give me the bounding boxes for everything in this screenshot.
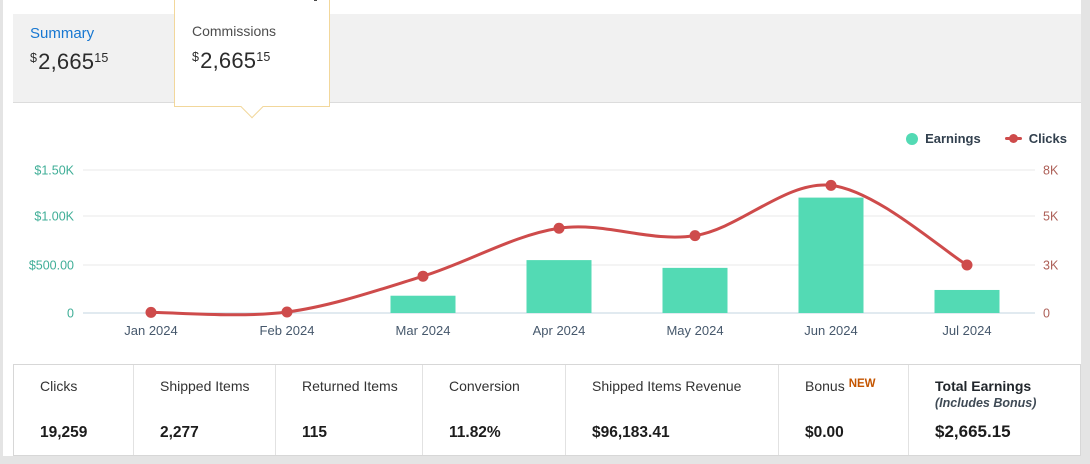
left-axis-tick: $500.00 (29, 259, 74, 273)
stat-cell-clicks: Clicks 19,259 (14, 365, 133, 455)
stat-label-text: Returned Items (302, 378, 398, 394)
summary-amount-whole: 2,665 (38, 49, 95, 74)
tooltip-value: $2,66515 (192, 48, 329, 74)
chart-legend: Earnings Clicks (906, 131, 1067, 146)
clicks-point (145, 306, 157, 318)
combo-chart[interactable]: $1.50K $1.00K $500.00 0 8K 5K 3K 0 Jan 2024 Feb 2… (3, 103, 1081, 356)
tooltip-label: Commissions (192, 23, 277, 39)
legend-label: Clicks (1028, 131, 1067, 146)
legend-item-clicks[interactable]: Clicks (1004, 131, 1067, 146)
clicks-point (825, 179, 837, 191)
clicks-point (689, 230, 701, 242)
tooltip-amount-cents: 15 (256, 50, 271, 64)
new-badge: NEW (848, 378, 876, 390)
right-axis-tick: 0 (1043, 307, 1050, 321)
stat-sublabel: (Includes Bonus) (935, 396, 1037, 411)
summary-total-value: $2,66515 (30, 49, 109, 75)
right-axis-tick: 5K (1043, 210, 1059, 224)
stat-value: 11.82% (449, 424, 501, 441)
stat-label: Bonus NEW (805, 378, 902, 395)
clicks-point (417, 270, 429, 282)
right-axis-tick: 3K (1043, 259, 1059, 273)
earnings-bar (798, 197, 864, 313)
commissions-tooltip: Commissions $2,66515 (174, 0, 330, 119)
stat-cell-bonus: Bonus NEW $0.00 (778, 365, 908, 455)
earnings-bar (526, 260, 592, 313)
stat-label: Conversion (449, 378, 559, 394)
stat-value: 115 (302, 424, 328, 441)
summary-tab-label[interactable]: Summary (30, 25, 95, 42)
stats-table: Clicks 19,259 Shipped Items 2,277 Returned I… (13, 364, 1081, 456)
chart-section: Earnings Clicks $1.50K $1.00K $500.00 0 8K 5K 3… (3, 103, 1081, 364)
stat-label: Returned Items (302, 378, 416, 394)
earnings-dashboard: Summary $2,66515 Commissions $2,66515 Ea… (3, 0, 1081, 456)
tooltip-amount-whole: 2,665 (200, 48, 257, 73)
clicks-point (553, 222, 565, 234)
stat-label-text: Bonus (805, 378, 845, 394)
x-axis-label: Mar 2024 (396, 323, 451, 338)
clicks-point (961, 259, 973, 271)
stat-cell-shipped-items-revenue: Shipped Items Revenue $96,183.41 (565, 365, 778, 455)
dot-icon (1008, 134, 1018, 143)
x-axis-label: Feb 2024 (260, 323, 315, 338)
circle-icon (906, 132, 919, 145)
right-axis-tick: 8K (1043, 164, 1059, 178)
stat-value: $0.00 (805, 424, 844, 441)
stat-label: Total Earnings (935, 378, 1074, 394)
stat-label-text: Conversion (449, 378, 520, 394)
stat-label-text: Shipped Items (160, 378, 250, 394)
tab-summary[interactable]: Summary $2,66515 (30, 25, 109, 75)
x-axis-label: Jan 2024 (124, 323, 178, 338)
stat-value: 2,277 (160, 424, 199, 441)
stat-label-text: Total Earnings (935, 378, 1032, 394)
currency-symbol: $ (192, 50, 200, 64)
legend-item-earnings[interactable]: Earnings (906, 131, 981, 146)
stat-cell-returned-items: Returned Items 115 (275, 365, 422, 455)
summary-amount-cents: 15 (94, 51, 109, 65)
summary-section: Summary $2,66515 Commissions $2,66515 (3, 0, 1081, 119)
left-axis-tick: $1.50K (34, 164, 74, 178)
stat-value: 19,259 (40, 424, 88, 441)
earnings-bar (662, 267, 728, 313)
stat-cell-conversion: Conversion 11.82% (422, 365, 565, 455)
stat-label: Shipped Items Revenue (592, 378, 772, 394)
left-axis-tick: $1.00K (34, 210, 74, 224)
stat-value: $96,183.41 (592, 424, 670, 441)
stat-label-text: Shipped Items Revenue (592, 378, 742, 394)
stat-cell-shipped-items: Shipped Items 2,277 (133, 365, 275, 455)
stat-label: Clicks (40, 378, 127, 394)
clicks-point (281, 306, 293, 318)
earnings-bar (390, 295, 456, 313)
stat-label: Shipped Items (160, 378, 269, 394)
stat-label-text: Clicks (40, 378, 78, 394)
stat-cell-total-earnings: Total Earnings (Includes Bonus) $2,665.15 (908, 365, 1080, 455)
stat-value: $2,665.15 (935, 422, 1011, 441)
x-axis-label: Jul 2024 (942, 323, 991, 338)
line-dot-icon (1004, 134, 1022, 143)
legend-label: Earnings (925, 131, 981, 146)
earnings-bar (934, 289, 1000, 313)
x-axis-label: May 2024 (666, 323, 723, 338)
left-axis-tick: 0 (67, 307, 74, 321)
x-axis-label: Jun 2024 (804, 323, 858, 338)
cutoff-text-fragment (314, 0, 317, 1)
x-axis-label: Apr 2024 (533, 323, 586, 338)
currency-symbol: $ (30, 51, 38, 65)
